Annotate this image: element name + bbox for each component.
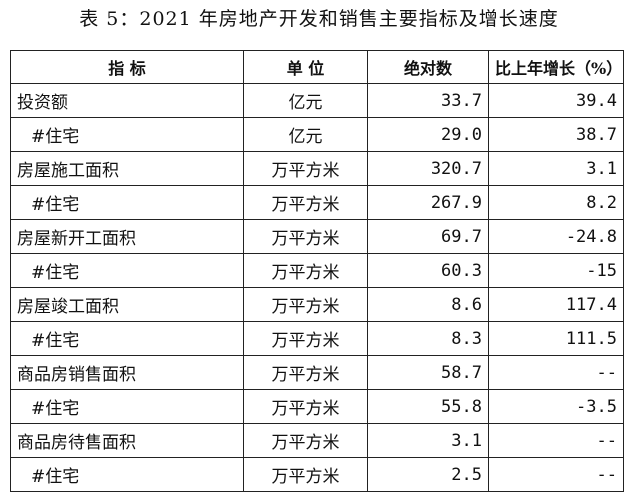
indicator-cell: #住宅 [10,117,244,152]
indicator-cell: 投资额 [10,83,244,118]
growth-cell: -3.5 [488,389,624,424]
growth-cell: 38.7 [488,117,624,152]
table-row: #住宅 万平方米 60.3 -15 [10,253,624,288]
growth-cell: -24.8 [488,219,624,254]
indicator-cell: #住宅 [10,389,244,424]
table-row: #住宅 万平方米 8.3 111.5 [10,321,624,356]
unit-cell: 万平方米 [243,151,368,186]
unit-cell: 亿元 [243,117,368,152]
unit-cell: 万平方米 [243,219,368,254]
indicator-cell: #住宅 [10,321,244,356]
growth-cell: 111.5 [488,321,624,356]
unit-cell: 万平方米 [243,355,368,390]
indicator-cell: 房屋新开工面积 [10,219,244,254]
indicator-cell: 商品房待售面积 [10,423,244,458]
table-body: 投资额 亿元 33.7 39.4 #住宅 亿元 29.0 38.7 房屋施工面积 万平方米 320.… [10,83,624,492]
header-indicator: 指 标 [10,50,244,84]
value-cell: 33.7 [367,83,489,118]
value-cell: 58.7 [367,355,489,390]
table-row: 房屋施工面积 万平方米 320.7 3.1 [10,151,624,186]
indicator-cell: 房屋竣工面积 [10,287,244,322]
value-cell: 60.3 [367,253,489,288]
table-row: 商品房销售面积 万平方米 58.7 -- [10,355,624,390]
growth-cell: -15 [488,253,624,288]
unit-cell: 万平方米 [243,287,368,322]
table-row: 房屋竣工面积 万平方米 8.6 117.4 [10,287,624,322]
table-row: 投资额 亿元 33.7 39.4 [10,83,624,118]
table-row: #住宅 万平方米 267.9 8.2 [10,185,624,220]
unit-cell: 万平方米 [243,389,368,424]
value-cell: 55.8 [367,389,489,424]
header-value: 绝对数 [367,50,489,84]
table-title: 表 5：2021 年房地产开发和销售主要指标及增长速度 [79,8,559,30]
unit-cell: 万平方米 [243,423,368,458]
table-row: #住宅 万平方米 2.5 -- [10,457,624,492]
value-cell: 320.7 [367,151,489,186]
growth-cell: -- [488,457,624,492]
header-growth: 比上年增长（%） [488,50,624,84]
value-cell: 3.1 [367,423,489,458]
growth-cell: -- [488,423,624,458]
header-unit: 单 位 [243,50,368,84]
indicator-cell: #住宅 [10,253,244,288]
table-header: 指 标 单 位 绝对数 比上年增长（%） [10,50,624,84]
growth-cell: 39.4 [488,83,624,118]
indicator-cell: 商品房销售面积 [10,355,244,390]
growth-cell: -- [488,355,624,390]
value-cell: 267.9 [367,185,489,220]
table-row: #住宅 亿元 29.0 38.7 [10,117,624,152]
indicator-cell: #住宅 [10,185,244,220]
unit-cell: 万平方米 [243,457,368,492]
table-row: #住宅 万平方米 55.8 -3.5 [10,389,624,424]
unit-cell: 万平方米 [243,321,368,356]
real-estate-table: 指 标 单 位 绝对数 比上年增长（%） 投资额 亿元 33.7 39.4 #住宅 亿元 2… [10,50,624,492]
growth-cell: 117.4 [488,287,624,322]
growth-cell: 8.2 [488,185,624,220]
value-cell: 8.3 [367,321,489,356]
value-cell: 2.5 [367,457,489,492]
header-row: 指 标 单 位 绝对数 比上年增长（%） [10,50,624,84]
table-row: 商品房待售面积 万平方米 3.1 -- [10,423,624,458]
table-row: 房屋新开工面积 万平方米 69.7 -24.8 [10,219,624,254]
indicator-cell: #住宅 [10,457,244,492]
value-cell: 29.0 [367,117,489,152]
unit-cell: 亿元 [243,83,368,118]
value-cell: 69.7 [367,219,489,254]
unit-cell: 万平方米 [243,253,368,288]
growth-cell: 3.1 [488,151,624,186]
unit-cell: 万平方米 [243,185,368,220]
indicator-cell: 房屋施工面积 [10,151,244,186]
value-cell: 8.6 [367,287,489,322]
